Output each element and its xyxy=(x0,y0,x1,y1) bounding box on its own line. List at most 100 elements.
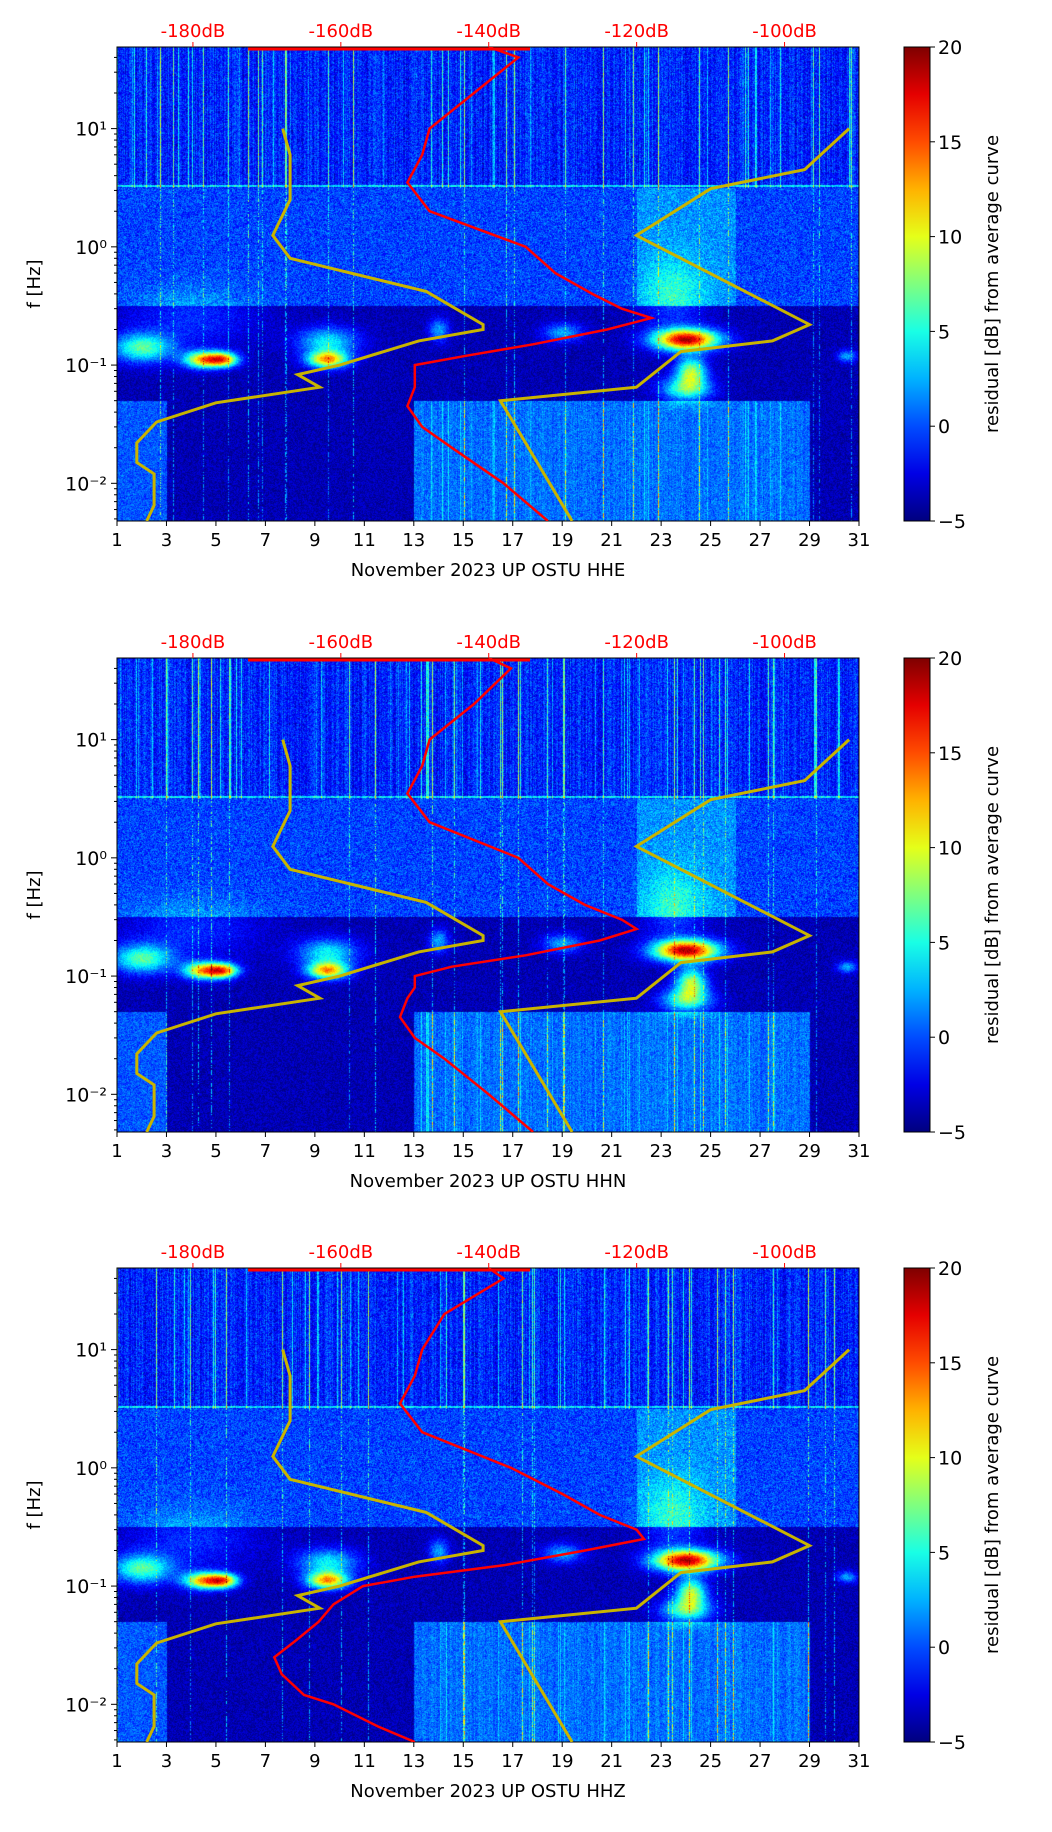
x-tick-label: 25 xyxy=(699,530,722,551)
x-tick-label: 15 xyxy=(452,530,475,551)
x-tick-label: 1 xyxy=(111,1141,122,1162)
psd-curve-line xyxy=(405,47,656,521)
noise-model-low-line xyxy=(135,1349,485,1742)
curves xyxy=(135,47,851,521)
x-tick-label: 23 xyxy=(650,1141,673,1162)
x-tick-label: 3 xyxy=(161,530,172,551)
colorbar-tick-label: 0 xyxy=(938,1637,950,1659)
y-axis-label: f [Hz] xyxy=(24,1480,45,1529)
x-tick-label: 29 xyxy=(798,530,821,551)
y-tick-label: 10⁻² xyxy=(65,1084,107,1106)
x-tick-label: 27 xyxy=(749,530,772,551)
x-tick-label: 31 xyxy=(848,1751,871,1772)
y-axis-label: f [Hz] xyxy=(24,259,45,308)
colorbar-label: residual [dB] from average curve xyxy=(982,1356,1003,1654)
x-tick-label: 5 xyxy=(210,530,221,551)
plot-frame xyxy=(116,657,860,1133)
top-axis-label: -160dB xyxy=(309,1242,374,1263)
x-tick-label: 17 xyxy=(501,1141,524,1162)
x-tick-label: 17 xyxy=(501,530,524,551)
x-tick-label: 7 xyxy=(260,1751,271,1772)
x-axis-label: November 2023 UP OSTU HHN xyxy=(350,1171,627,1192)
x-tick-label: 31 xyxy=(848,530,871,551)
x-tick-label: 23 xyxy=(650,530,673,551)
y-tick-label: 10⁰ xyxy=(75,237,107,259)
spectrogram-image xyxy=(117,658,859,1132)
x-tick-label: 11 xyxy=(353,1751,376,1772)
colorbar-tick-label: 5 xyxy=(938,932,950,954)
colorbar-label: residual [dB] from average curve xyxy=(982,135,1003,433)
top-axis-label: -140dB xyxy=(456,1242,521,1263)
x-tick-label: 21 xyxy=(600,530,623,551)
spectrogram-image xyxy=(117,1268,859,1742)
x-tick-label: 3 xyxy=(161,1141,172,1162)
curves xyxy=(135,1268,851,1742)
top-axis-label: -180dB xyxy=(161,632,226,653)
y-axis-label: f [Hz] xyxy=(24,870,45,919)
top-axis-label: -100dB xyxy=(752,1242,817,1263)
x-tick-label: 29 xyxy=(798,1141,821,1162)
x-axis-label: November 2023 UP OSTU HHE xyxy=(351,560,626,581)
x-tick-label: 3 xyxy=(161,1751,172,1772)
top-axis-label: -100dB xyxy=(752,632,817,653)
x-tick-label: 13 xyxy=(402,1141,425,1162)
x-tick-label: 21 xyxy=(600,1751,623,1772)
x-tick-label: 7 xyxy=(260,1141,271,1162)
colorbar-tick-label: 10 xyxy=(938,1448,962,1470)
x-tick-label: 13 xyxy=(402,1751,425,1772)
y-tick-label: 10⁻¹ xyxy=(65,355,107,377)
colorbar-tick-label: 5 xyxy=(938,1542,950,1564)
top-axis-label: -100dB xyxy=(752,21,817,42)
colorbar-tick-label: −5 xyxy=(938,1732,966,1754)
noise-model-high-line xyxy=(497,127,851,521)
x-tick-label: 11 xyxy=(353,530,376,551)
y-tick-label: 10⁻¹ xyxy=(65,966,107,988)
colorbar-tick-label: −5 xyxy=(938,1122,966,1144)
colorbar-label: residual [dB] from average curve xyxy=(982,746,1003,1044)
y-tick-label: 10¹ xyxy=(75,1340,107,1362)
noise-model-high-line xyxy=(497,1348,851,1742)
x-tick-label: 15 xyxy=(452,1751,475,1772)
x-tick-label: 11 xyxy=(353,1141,376,1162)
x-tick-label: 7 xyxy=(260,530,271,551)
colorbar-tick-label: 20 xyxy=(938,1258,962,1280)
x-tick-label: 31 xyxy=(848,1141,871,1162)
colorbar-tick-label: 15 xyxy=(938,743,962,765)
x-tick-label: 5 xyxy=(210,1141,221,1162)
top-axis-label: -180dB xyxy=(161,21,226,42)
y-tick-label: 10⁰ xyxy=(75,1458,107,1480)
x-tick-label: 1 xyxy=(111,530,122,551)
curves xyxy=(135,658,851,1132)
top-axis-label: -120dB xyxy=(604,21,669,42)
plot-frame xyxy=(116,46,860,522)
noise-model-high-line xyxy=(497,738,851,1132)
colorbar-tick-label: 15 xyxy=(938,132,962,154)
x-tick-label: 17 xyxy=(501,1751,524,1772)
colorbar-tick-label: −5 xyxy=(938,511,966,533)
x-tick-label: 9 xyxy=(309,1751,320,1772)
colorbar-tick-label: 15 xyxy=(938,1353,962,1375)
y-tick-label: 10¹ xyxy=(75,119,107,141)
x-tick-label: 25 xyxy=(699,1141,722,1162)
noise-model-low-line xyxy=(135,739,485,1132)
spectrogram-panel-hhz: -180dB -160dB -140dB -120dB -100dB 1 3 5 7 9 11 13 1… xyxy=(0,1221,1052,1832)
y-tick-label: 10⁻¹ xyxy=(65,1576,107,1598)
psd-curve-line xyxy=(398,658,640,1132)
colorbar xyxy=(903,1267,931,1743)
y-tick-label: 10¹ xyxy=(75,730,107,752)
x-tick-label: 27 xyxy=(749,1751,772,1772)
colorbar-tick-label: 20 xyxy=(938,648,962,670)
x-tick-label: 13 xyxy=(402,530,425,551)
y-tick-label: 10⁻² xyxy=(65,1694,107,1716)
x-tick-label: 29 xyxy=(798,1751,821,1772)
colorbar-tick-label: 20 xyxy=(938,37,962,59)
x-tick-label: 23 xyxy=(650,1751,673,1772)
x-tick-label: 25 xyxy=(699,1751,722,1772)
spectrogram-image xyxy=(117,47,859,521)
x-tick-label: 1 xyxy=(111,1751,122,1772)
top-axis-label: -120dB xyxy=(604,1242,669,1263)
x-tick-label: 27 xyxy=(749,1141,772,1162)
x-tick-label: 15 xyxy=(452,1141,475,1162)
